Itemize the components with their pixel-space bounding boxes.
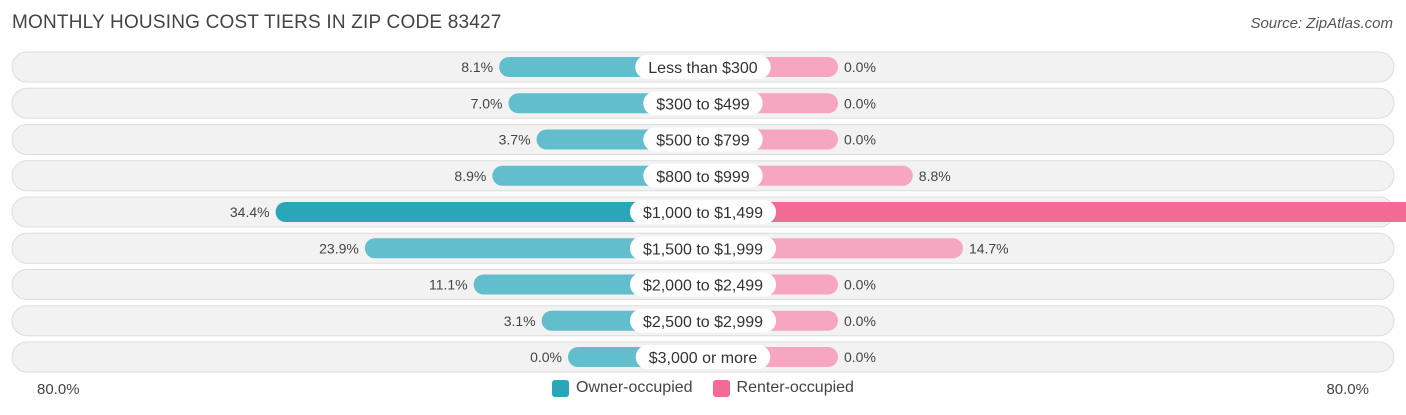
category-label: $300 to $499 <box>656 96 750 113</box>
owner-bar <box>275 202 703 222</box>
axis-label-left: 80.0% <box>37 381 80 398</box>
chart-title: MONTHLY HOUSING COST TIERS IN ZIP CODE 8… <box>12 12 502 33</box>
renter-value-label: 14.7% <box>969 240 1009 256</box>
category-pill <box>629 236 777 261</box>
category-pill <box>635 345 771 369</box>
renter-value-label: 0.0% <box>844 313 876 329</box>
owner-value-label: 23.9% <box>319 240 359 256</box>
category-label: $800 to $999 <box>656 169 750 186</box>
category-label: $3,000 or more <box>649 350 758 367</box>
owner-bar <box>364 238 703 259</box>
renter-value-label: 0.0% <box>844 349 876 365</box>
category-pill <box>643 91 763 116</box>
owner-value-label: 8.9% <box>454 168 486 184</box>
owner-value-label: 8.1% <box>461 59 493 75</box>
renter-value-label: 0.0% <box>844 95 876 111</box>
legend: Owner-occupied Renter-occupied <box>0 379 1406 397</box>
chart-area: Less than $300 8.1% 0.0% $300 to $499 7.0% 0.… <box>11 51 1406 373</box>
category-pill <box>629 200 777 224</box>
category-label: $2,000 to $2,499 <box>643 278 763 295</box>
category-label: $1,000 to $1,499 <box>643 205 763 222</box>
category-pill <box>635 55 771 79</box>
renter-value-label: 0.0% <box>844 132 876 148</box>
legend-item-renter: Renter-occupied <box>712 379 854 397</box>
category-pill <box>629 272 777 297</box>
legend-swatch-owner <box>552 379 570 397</box>
legend-label-owner: Owner-occupied <box>576 379 693 396</box>
legend-swatch-renter <box>712 379 730 397</box>
owner-value-label: 3.7% <box>499 132 531 148</box>
category-pill <box>643 163 763 188</box>
axis-label-right: 80.0% <box>1326 381 1369 398</box>
chart-source: Source: ZipAtlas.com <box>1250 15 1393 32</box>
legend-item-owner: Owner-occupied <box>552 379 693 397</box>
category-label: $1,500 to $1,999 <box>643 241 763 258</box>
owner-value-label: 11.1% <box>429 277 468 293</box>
category-label: $500 to $799 <box>656 133 750 150</box>
owner-value-label: 3.1% <box>504 313 536 329</box>
owner-value-label: 7.0% <box>471 95 503 111</box>
renter-value-label: 0.0% <box>844 59 876 75</box>
category-label: Less than $300 <box>648 60 758 77</box>
renter-bar <box>703 202 1406 222</box>
owner-value-label: 0.0% <box>530 349 562 365</box>
category-pill <box>643 127 763 152</box>
legend-label-renter: Renter-occupied <box>736 379 854 396</box>
owner-value-label: 34.4% <box>230 204 270 220</box>
category-pill <box>629 308 777 333</box>
category-label: $2,500 to $2,999 <box>643 314 763 331</box>
renter-value-label: 0.0% <box>844 277 876 293</box>
renter-value-label: 8.8% <box>919 168 951 184</box>
